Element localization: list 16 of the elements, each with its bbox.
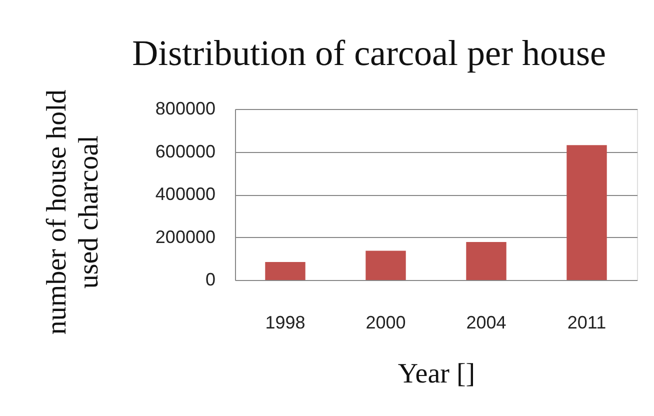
y-tick-label: 0 — [205, 270, 216, 290]
bar — [466, 242, 506, 280]
bar — [265, 262, 306, 280]
y-tick-label: 400000 — [155, 184, 216, 204]
y-axis-title: number of house hold used charcoal — [41, 90, 104, 335]
y-tick-label: 200000 — [155, 226, 216, 247]
x-axis-title: Year [] — [398, 358, 476, 390]
y-tick-label: 800000 — [155, 98, 216, 118]
bar — [566, 145, 607, 280]
bar — [366, 250, 406, 280]
y-tick-label: 600000 — [155, 141, 216, 162]
x-tick-label: 1998 — [265, 312, 306, 332]
x-tick-label: 2011 — [567, 312, 606, 332]
x-tick-label: 2000 — [366, 312, 406, 332]
chart-title: Distribution of carcoal per house — [132, 33, 606, 74]
x-tick-label: 2004 — [466, 312, 506, 332]
